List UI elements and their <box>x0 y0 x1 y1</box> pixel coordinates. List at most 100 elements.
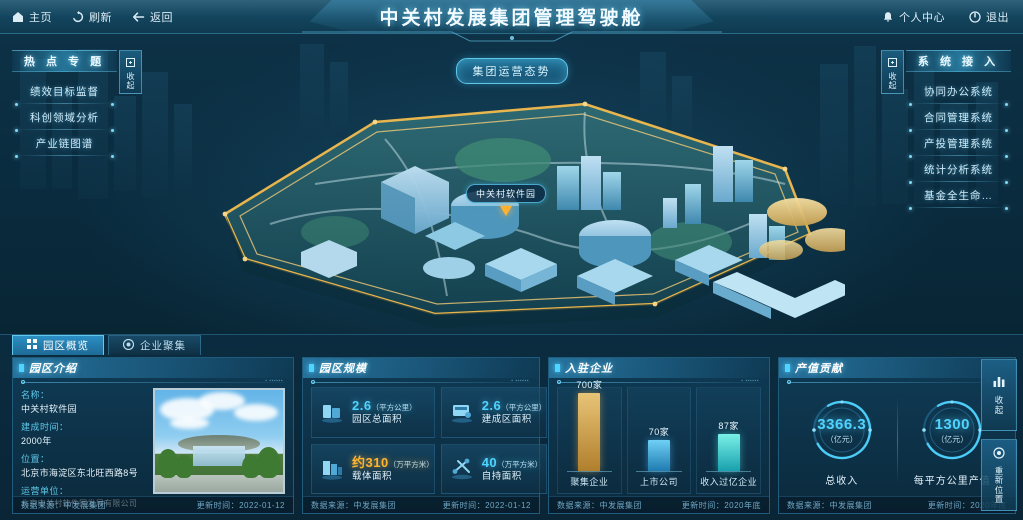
hot-topic-label-2: 产业链图谱 <box>35 137 94 150</box>
system-access-title: 系 统 接 入 <box>906 50 1011 72</box>
system-access-label-4: 基金全生命… <box>924 189 993 202</box>
hot-topics-collapse-label: 收起 <box>126 72 135 90</box>
metric-carrier-area: 约310（万平方米） 载体面积 <box>311 443 435 494</box>
card-intro-body: 名称： 中关村软件园 建成时间： 2000年 位置： 北京市海淀区东北旺西路8号 <box>21 388 285 508</box>
metric-built-area-unit: （平方公里） <box>501 403 547 413</box>
top-navigation-bar: 主页 刷新 返回 个人中心 <box>0 0 1023 42</box>
bar-area-1: 70家 <box>628 392 691 471</box>
metric-self-held-area-value-group: 40（万平方米） <box>482 455 542 471</box>
card-intro-title: 园区介绍 <box>13 358 293 378</box>
rule-dot-icon <box>21 380 25 384</box>
metric-total-area-label: 园区总面积 <box>352 414 403 426</box>
metric-self-held-area-text: 40（万平方米） 自持面积 <box>482 455 542 483</box>
system-access-panel: 系 统 接 入 收起 协同办公系统 合同管理系统 产投管理系统 <box>881 50 1011 210</box>
rule-code-text: ▪ ▪▪▪▪▪▪ <box>265 378 283 384</box>
gauge-ring-icon <box>811 400 872 460</box>
system-access-item-4[interactable]: 基金全生命… <box>906 182 1011 210</box>
scale-metric-grid: 2.6（平方公里） 园区总面积 2.6（平方公里） 建成区面积 <box>311 387 548 494</box>
dashboard-collapse-label: 收起 <box>994 395 1004 415</box>
dashboard-side-buttons: 收起 重新位置 <box>981 359 1017 511</box>
metric-carrier-area-value: 约310 <box>352 454 389 470</box>
rule-dot-icon <box>311 380 315 384</box>
power-icon <box>969 11 981 23</box>
dashboard-reposition-button[interactable]: 重新位置 <box>981 439 1017 511</box>
back-arrow-icon <box>132 11 145 23</box>
hot-topics-list: 绩效目标监督 科创领域分析 产业链图谱 <box>12 78 117 158</box>
park-photo <box>153 388 285 494</box>
info-row-location: 位置： 北京市海淀区东北旺西路8号 <box>21 452 145 479</box>
gauge-cell-total-revenue: 3366.3 （亿元） 总收入 <box>787 394 897 487</box>
bar-value-2: 87家 <box>718 421 739 431</box>
tab-enterprise-cluster[interactable]: 企业聚集 <box>108 335 201 355</box>
gauge-output-per-sqkm-unit: （亿元） <box>936 434 969 444</box>
gauge-total-revenue-value: 3366.3 <box>817 415 867 433</box>
hot-topics-collapse-button[interactable]: 收起 <box>119 50 142 94</box>
bar-wrap-1: 70家 <box>642 425 676 471</box>
bar-baseline-1 <box>636 471 682 472</box>
dashboard-tabs: 园区概览 企业聚集 <box>12 335 201 355</box>
tab-park-overview[interactable]: 园区概览 <box>12 335 104 355</box>
logout-label: 退出 <box>986 12 1009 24</box>
info-value-name: 中关村软件园 <box>21 404 77 414</box>
card-output-title: 产值贡献 <box>779 358 1015 378</box>
card-output-updated: 更新时间：2020年底 <box>927 500 1007 510</box>
metric-carrier-area-text: 约310（万平方米） 载体面积 <box>352 455 434 483</box>
gauge-total-revenue-label: 总收入 <box>825 476 859 487</box>
back-button[interactable]: 返回 <box>132 9 173 25</box>
system-access-item-1[interactable]: 合同管理系统 <box>906 104 1011 132</box>
carrier-icon <box>319 456 345 482</box>
card-scale-source: 数据来源：中发展集团 <box>311 500 396 510</box>
system-access-label-3: 统计分析系统 <box>924 163 993 176</box>
item-dot-right-icon <box>111 128 114 132</box>
bar-wrap-2: 87家 <box>712 419 746 471</box>
system-access-item-0[interactable]: 协同办公系统 <box>906 78 1011 106</box>
bar-rect-1 <box>648 440 670 471</box>
group-operation-status-button[interactable]: 集团运营态势 <box>455 58 568 84</box>
metric-self-held-area-label: 自持面积 <box>481 470 522 482</box>
hot-topic-item-2[interactable]: 产业链图谱 <box>12 130 117 158</box>
system-access-item-2[interactable]: 产投管理系统 <box>906 130 1011 158</box>
bar-wrap-0: 700家 <box>572 378 606 471</box>
card-enterprises-rule: ▪ ▪▪▪▪▪▪ <box>557 378 761 386</box>
card-intro-rule: ▪ ▪▪▪▪▪▪ <box>21 378 285 386</box>
bottom-dashboard: 园区概览 企业聚集 园区介绍 ▪ ▪▪▪▪▪▪ <box>0 334 1023 520</box>
system-access-label-1: 合同管理系统 <box>924 111 993 124</box>
dashboard-collapse-button[interactable]: 收起 <box>981 359 1017 431</box>
city-skyline-backdrop <box>0 34 1023 334</box>
item-dot-right-icon <box>1005 102 1008 106</box>
item-dot-left-icon <box>909 206 912 210</box>
item-dot-right-icon <box>1005 180 1008 184</box>
item-dot-right-icon <box>1005 128 1008 132</box>
gauge-total-revenue-unit: （亿元） <box>825 434 858 444</box>
system-access-collapse-button[interactable]: 收起 <box>881 50 904 94</box>
photo-plaza <box>155 474 283 492</box>
card-enterprises-footer: 数据来源：中发展集团 更新时间：2020年底 <box>549 496 769 513</box>
hot-topic-item-1[interactable]: 科创领域分析 <box>12 104 117 132</box>
hot-topic-item-0[interactable]: 绩效目标监督 <box>12 78 117 106</box>
refresh-button[interactable]: 刷新 <box>72 9 112 25</box>
card-scale-footer: 数据来源：中发展集团 更新时间：2022-01-12 <box>303 496 539 513</box>
card-enterprises-title: 入驻企业 <box>549 358 769 378</box>
logout-button[interactable]: 退出 <box>969 9 1009 25</box>
map-marker-zhongguancun[interactable]: 中关村软件园 <box>466 184 547 216</box>
personal-center-button[interactable]: 个人中心 <box>882 9 945 25</box>
back-button-label: 返回 <box>150 12 173 24</box>
system-access-item-3[interactable]: 统计分析系统 <box>906 156 1011 184</box>
enterprises-bar-chart: 700家 聚集企业 70家 <box>557 380 762 494</box>
bar-area-0: 700家 <box>558 380 621 471</box>
card-enterprises-source: 数据来源：中发展集团 <box>557 500 642 510</box>
card-scale-updated: 更新时间：2022-01-12 <box>442 500 531 510</box>
home-button[interactable]: 主页 <box>12 9 52 25</box>
bar-label-0: 聚集企业 <box>570 477 609 487</box>
collapse-right-icon <box>888 54 897 72</box>
park-info-list: 名称： 中关村软件园 建成时间： 2000年 位置： 北京市海淀区东北旺西路8号 <box>21 388 145 508</box>
grid-icon <box>27 339 37 352</box>
item-dot-right-icon <box>1005 206 1008 210</box>
map-marker-label: 中关村软件园 <box>466 184 547 203</box>
card-scale-title: 园区规模 <box>303 358 539 378</box>
metric-built-area: 2.6（平方公里） 建成区面积 <box>440 387 548 438</box>
hot-topic-label-1: 科创领域分析 <box>30 111 99 124</box>
park-3d-map[interactable]: 集团运营态势 中关村软件园 <box>0 34 1023 334</box>
metric-built-area-text: 2.6（平方公里） 建成区面积 <box>482 398 547 426</box>
